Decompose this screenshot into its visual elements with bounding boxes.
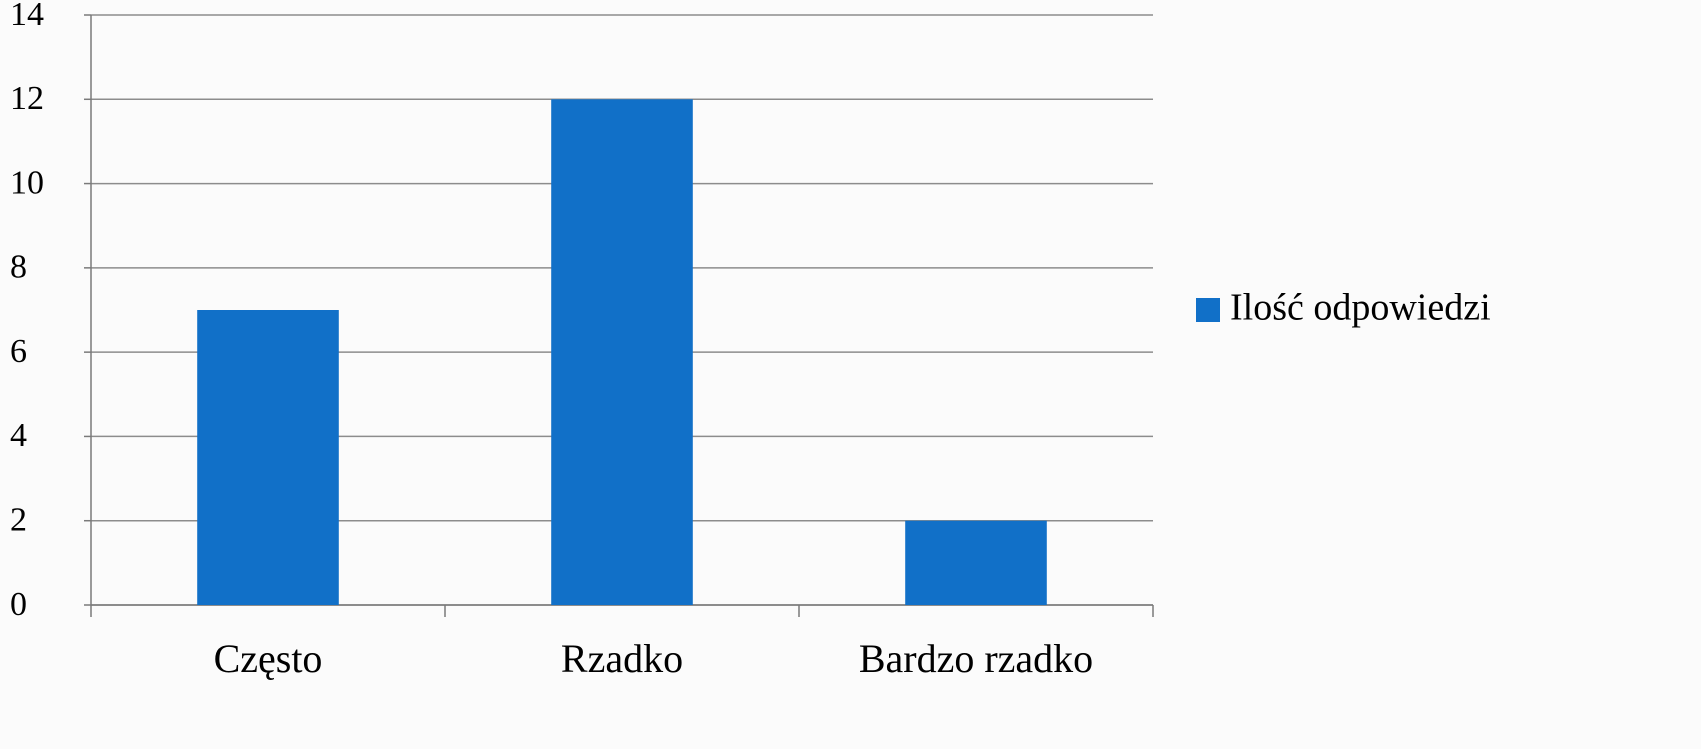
y-tick-label: 2 — [10, 502, 27, 539]
y-tick-label: 0 — [10, 586, 27, 623]
y-tick-label: 6 — [10, 333, 27, 370]
y-tick-label: 12 — [10, 80, 44, 117]
bar — [905, 520, 1047, 605]
y-tick-label: 4 — [10, 417, 27, 454]
x-tick-label: Rzadko — [561, 636, 683, 681]
y-tick-label: 10 — [10, 164, 44, 201]
x-tick-label: Często — [214, 636, 323, 681]
bar — [197, 310, 339, 605]
legend-swatch — [1196, 298, 1220, 322]
bar — [551, 99, 693, 606]
x-tick-label: Bardzo rzadko — [859, 636, 1093, 681]
legend-label: Ilość odpowiedzi — [1230, 287, 1491, 329]
y-tick-label: 8 — [10, 249, 27, 286]
y-tick-label: 14 — [10, 0, 44, 33]
